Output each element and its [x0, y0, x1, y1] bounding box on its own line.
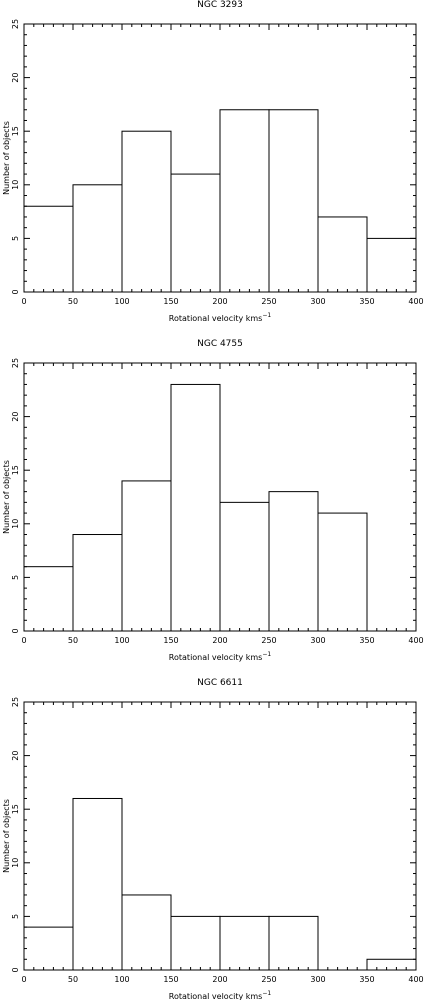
chart-title: NGC 4755 — [197, 339, 243, 349]
histogram-bar — [72, 534, 123, 632]
x-tick-label: 300 — [310, 975, 325, 984]
x-tick-label: 100 — [114, 297, 129, 306]
histogram-bar — [170, 173, 221, 293]
y-tick-label: 10 — [11, 180, 20, 190]
histogram-bar — [121, 130, 172, 293]
y-tick-label: 25 — [11, 697, 20, 707]
histogram-bar — [23, 926, 74, 971]
x-tick-label: 200 — [212, 297, 227, 306]
histogram-bar — [23, 205, 74, 293]
y-tick-label: 15 — [11, 804, 20, 814]
y-tick-label: 10 — [11, 519, 20, 529]
x-tick-label: 250 — [261, 297, 276, 306]
x-tick-label: 0 — [21, 636, 26, 645]
x-axis-label-text: Rotational velocity kms — [169, 992, 263, 1000]
x-tick-label: 400 — [408, 636, 423, 645]
x-tick-label: 400 — [408, 975, 423, 984]
x-tick-label: 200 — [212, 636, 227, 645]
histogram-bar — [121, 894, 172, 971]
y-axis-label: Number of objects — [2, 121, 11, 195]
x-tick-label: 150 — [163, 636, 178, 645]
x-axis-label: Rotational velocity kms−1 — [169, 312, 272, 323]
histogram-bar — [317, 216, 368, 293]
chart-panel-3: NGC 6611 0 50 100 150 200 250 300 350 400 0 5 10 15 20… — [2, 678, 424, 1000]
x-tick-label: 50 — [68, 975, 78, 984]
histogram-bar — [219, 915, 270, 971]
x-tick-label: 150 — [163, 297, 178, 306]
x-tick-label: 400 — [408, 297, 423, 306]
y-tick-label: 0 — [11, 967, 20, 972]
x-tick-label: 0 — [21, 297, 26, 306]
y-tick-label: 5 — [11, 575, 20, 580]
x-tick-label: 150 — [163, 975, 178, 984]
y-tick-label: 15 — [11, 465, 20, 475]
histogram-bars — [23, 109, 417, 293]
histogram-bar — [366, 958, 417, 971]
histogram-bar — [317, 512, 368, 632]
axis-ticks — [23, 23, 417, 293]
x-tick-label: 200 — [212, 975, 227, 984]
y-tick-label: 10 — [11, 858, 20, 868]
histogram-bar — [268, 109, 319, 293]
y-tick-label: 20 — [11, 412, 20, 422]
histogram-bar — [121, 480, 172, 632]
x-tick-label: 0 — [21, 975, 26, 984]
x-tick-label: 350 — [359, 297, 374, 306]
x-axis-label-superscript: −1 — [262, 312, 271, 319]
y-tick-label: 0 — [11, 289, 20, 294]
histogram-bar — [170, 383, 221, 632]
x-axis-label-superscript: −1 — [262, 651, 271, 658]
y-tick-label: 20 — [11, 73, 20, 83]
y-tick-label: 20 — [11, 751, 20, 761]
histogram-bar — [366, 237, 417, 293]
histogram-bar — [268, 491, 319, 632]
x-tick-label: 100 — [114, 636, 129, 645]
histogram-bar — [72, 797, 123, 971]
histogram-bar — [72, 184, 123, 293]
x-tick-label: 100 — [114, 975, 129, 984]
x-tick-label: 250 — [261, 975, 276, 984]
histogram-bar — [219, 109, 270, 293]
histogram-bar — [268, 915, 319, 971]
y-tick-label: 25 — [11, 358, 20, 368]
chart-title: NGC 3293 — [197, 0, 243, 10]
y-tick-label: 25 — [11, 19, 20, 29]
y-tick-label: 0 — [11, 628, 20, 633]
x-axis-label: Rotational velocity kms−1 — [169, 990, 272, 1000]
chart-panel-1: NGC 3293 0 50 100 150 200 250 300 350 400 0 5 10 15 20… — [2, 0, 424, 323]
histogram-bars — [23, 383, 368, 632]
x-tick-label: 300 — [310, 297, 325, 306]
y-tick-label: 15 — [11, 126, 20, 136]
x-tick-label: 250 — [261, 636, 276, 645]
x-tick-label: 50 — [68, 636, 78, 645]
y-axis-label: Number of objects — [2, 460, 11, 534]
histogram-bar — [170, 915, 221, 971]
axis-ticks — [23, 362, 417, 632]
x-axis-label: Rotational velocity kms−1 — [169, 651, 272, 662]
histogram-bar — [219, 501, 270, 632]
x-tick-label: 350 — [359, 636, 374, 645]
x-axis-label-superscript: −1 — [262, 990, 271, 997]
axis-ticks — [23, 701, 417, 971]
x-tick-label: 350 — [359, 975, 374, 984]
x-tick-label: 300 — [310, 636, 325, 645]
x-tick-label: 50 — [68, 297, 78, 306]
histogram-bar — [23, 566, 74, 632]
y-tick-label: 5 — [11, 914, 20, 919]
chart-panel-2: NGC 4755 0 50 100 150 200 250 300 350 400 0 5 10 15 20… — [2, 339, 424, 662]
x-axis-label-text: Rotational velocity kms — [169, 314, 263, 323]
y-tick-label: 5 — [11, 236, 20, 241]
histogram-bars — [23, 797, 417, 971]
x-axis-label-text: Rotational velocity kms — [169, 653, 263, 662]
chart-title: NGC 6611 — [197, 678, 243, 688]
y-axis-label: Number of objects — [2, 799, 11, 873]
